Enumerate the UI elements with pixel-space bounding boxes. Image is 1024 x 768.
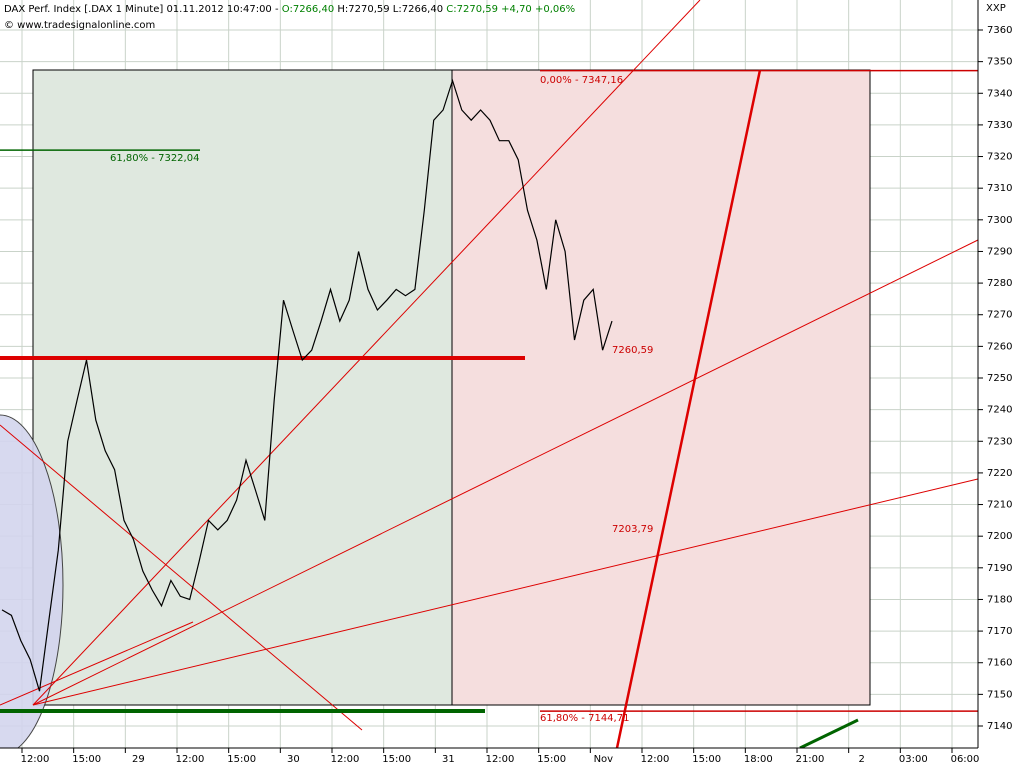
y-axis-panel bbox=[978, 0, 1024, 768]
y-tick-label: 7230 bbox=[987, 436, 1012, 447]
x-tick-label: 12:00 bbox=[331, 754, 360, 765]
y-tick-label: 7260 bbox=[987, 341, 1012, 352]
level-label: 7260,59 bbox=[612, 345, 653, 356]
x-tick-label: 15:00 bbox=[382, 754, 411, 765]
x-tick-label: 15:00 bbox=[227, 754, 256, 765]
x-tick-label: 15:00 bbox=[537, 754, 566, 765]
header-part: C:7270,59 +4,70 +0,06% bbox=[446, 4, 575, 15]
x-tick-label: 03:00 bbox=[899, 754, 928, 765]
y-tick-label: 7220 bbox=[987, 468, 1012, 479]
price-line bbox=[1, 78, 613, 692]
fib-box-green bbox=[32, 69, 453, 706]
x-tick-label: 12:00 bbox=[486, 754, 515, 765]
y-tick-label: 7290 bbox=[987, 246, 1012, 257]
y-tick-label: 7190 bbox=[987, 563, 1012, 574]
x-tick-label: 29 bbox=[132, 754, 145, 765]
y-tick-label: 7270 bbox=[987, 310, 1012, 321]
header-part: H:7270,59 L:7266,40 bbox=[334, 4, 446, 15]
gann-fan bbox=[0, 0, 983, 731]
level-label: 61,80% - 7322,04 bbox=[110, 153, 199, 164]
ellipse-tool bbox=[0, 414, 64, 756]
x-tick-label: 18:00 bbox=[744, 754, 773, 765]
x-tick-label: 12:00 bbox=[21, 754, 50, 765]
level-label: 61,80% - 7144,71 bbox=[540, 713, 629, 724]
y-tick-label: 7180 bbox=[987, 594, 1012, 605]
x-tick-label: 12:00 bbox=[641, 754, 670, 765]
y-tick-label: 7250 bbox=[987, 373, 1012, 384]
x-tick-label: 30 bbox=[287, 754, 300, 765]
x-tick-label: 15:00 bbox=[72, 754, 101, 765]
level-label: 0,00% - 7347,16 bbox=[540, 75, 623, 86]
x-tick-label: 31 bbox=[442, 754, 455, 765]
y-tick-label: 7320 bbox=[987, 152, 1012, 163]
y-tick-label: 7330 bbox=[987, 120, 1012, 131]
y-tick-label: 7200 bbox=[987, 531, 1012, 542]
x-tick-label: 12:00 bbox=[176, 754, 205, 765]
y-tick-label: 7350 bbox=[987, 57, 1012, 68]
subtitle: © www.tradesignalonline.com bbox=[4, 20, 155, 31]
x-tick-label: 21:00 bbox=[796, 754, 825, 765]
x-tick-label: Nov bbox=[594, 754, 614, 765]
y-tick-label: 7170 bbox=[987, 626, 1012, 637]
header-part: O:7266,40 bbox=[282, 4, 334, 15]
y-tick-label: 7240 bbox=[987, 405, 1012, 416]
x-axis-panel bbox=[0, 748, 978, 768]
y-tick-label: 7340 bbox=[987, 88, 1012, 99]
y-tick-label: 7360 bbox=[987, 25, 1012, 36]
y-tick-label: 7210 bbox=[987, 500, 1012, 511]
axes: 7140 7150 7160 7170 7180 7190 7200 7210 7220 7230… bbox=[21, 25, 1013, 765]
fib-box-red bbox=[451, 69, 871, 706]
steep-trend-line bbox=[615, 69, 762, 749]
y-tick-label: 7140 bbox=[987, 721, 1012, 732]
green-trend-line bbox=[799, 718, 859, 750]
x-tick-label: 15:00 bbox=[692, 754, 721, 765]
y-tick-label: 7160 bbox=[987, 658, 1012, 669]
y-tick-label: 7300 bbox=[987, 215, 1012, 226]
header: DAX Perf. Index [.DAX 1 Minute] 01.11.20… bbox=[4, 4, 575, 15]
y-tick-label: 7280 bbox=[987, 278, 1012, 289]
plot bbox=[1, 78, 613, 692]
y-tick-label: 7150 bbox=[987, 689, 1012, 700]
y-tick-label: 7310 bbox=[987, 183, 1012, 194]
levels: 61,80% - 7322,04 0,00% - 7347,16 61,80% - … bbox=[0, 69, 978, 724]
level-label: 7203,79 bbox=[612, 524, 653, 535]
x-tick-label: 06:00 bbox=[951, 754, 980, 765]
axis-label: XXP bbox=[986, 3, 1006, 14]
header-part: DAX Perf. Index [.DAX 1 Minute] 01.11.20… bbox=[4, 4, 282, 15]
x-tick-label: 2 bbox=[858, 754, 864, 765]
